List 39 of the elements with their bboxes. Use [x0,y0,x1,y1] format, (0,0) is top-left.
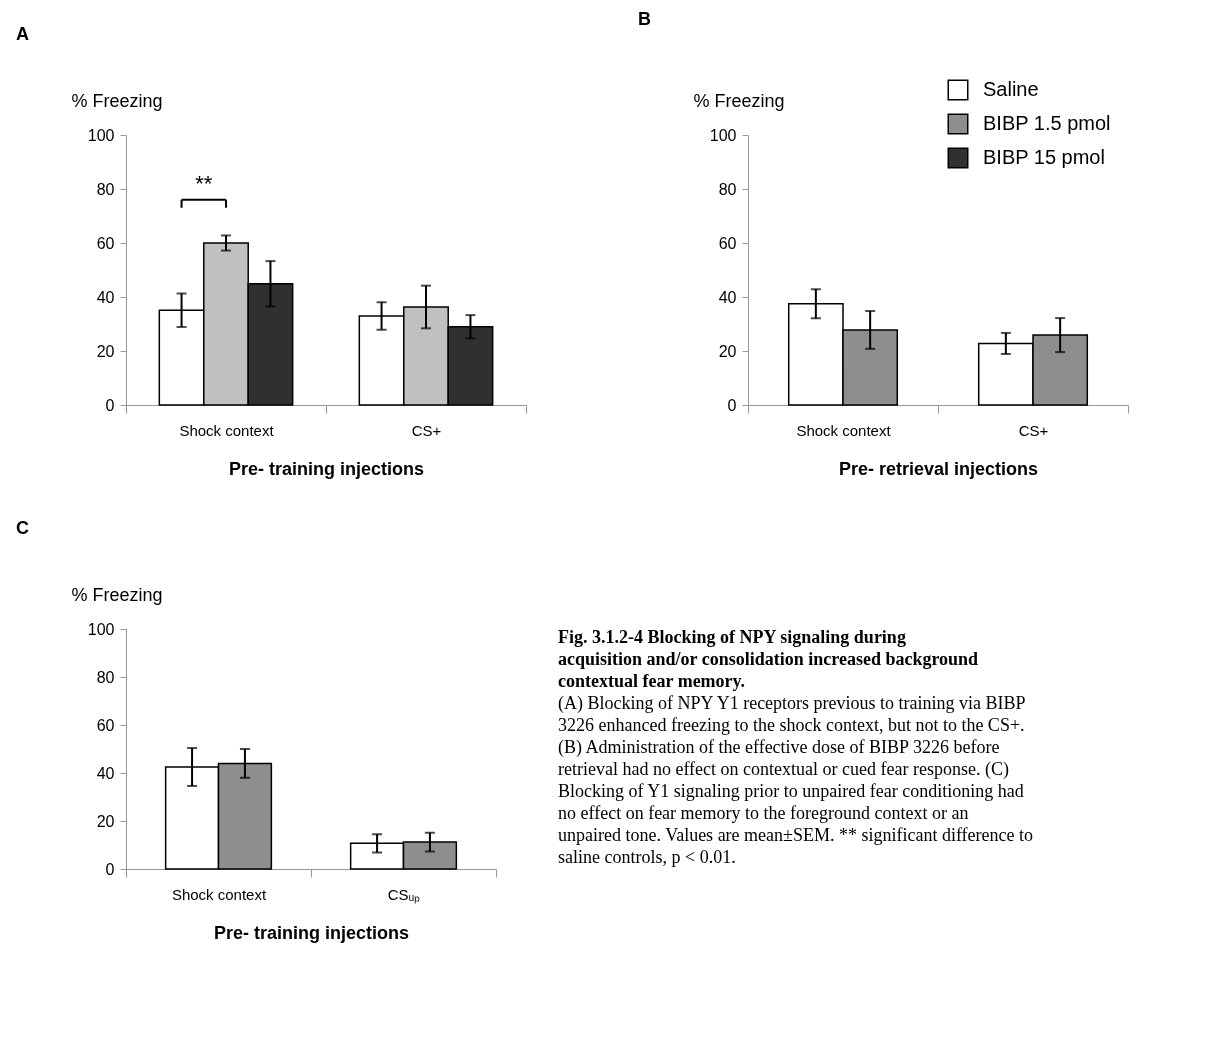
annotation: ** [195,170,213,196]
y-tick-label: 0 [105,396,115,414]
y-axis-title: % Freezing [693,90,785,111]
x-tick-label: Shock context [179,421,275,439]
x-tick-label: Shock context [171,885,267,903]
legend-label: BIBP 1.5 pmol [983,112,1111,134]
x-tick-label: CSᵤₚ [387,885,421,904]
legend-label: Saline [983,78,1039,100]
text: Fig. 3.1.2-4 Blocking of NPY signaling during acquisition and/or consolidation increased background contextual fear memory. [558,627,979,691]
x-axis-title: Pre- training injections [213,922,410,943]
y-tick-label: 60 [96,234,115,252]
chart-title: C [16,518,29,538]
y-tick-label: 40 [96,288,115,306]
y-tick-label: 60 [96,716,115,734]
x-tick-label: Shock context [796,421,892,439]
x-axis-title: Pre- training injections [228,458,425,479]
y-tick-label: 20 [96,342,115,360]
chart-title: B [638,9,651,30]
y-tick-label: 100 [87,620,115,638]
y-tick-label: 40 [96,764,115,782]
y-tick-label: 60 [718,234,737,252]
y-tick-label: 0 [105,860,115,878]
x-axis-title: Pre- retrieval injections [838,458,1039,479]
y-tick-label: 40 [718,288,737,306]
y-tick-label: 80 [718,180,737,198]
chart-title: A [16,24,29,44]
y-tick-label: 80 [96,668,115,686]
y-axis-title: % Freezing [71,584,163,605]
y-tick-label: 20 [718,342,737,360]
y-tick-label: 100 [709,126,737,144]
x-tick-label: CS+ [411,421,442,439]
y-axis-title: % Freezing [71,90,163,111]
y-tick-label: 100 [87,126,115,144]
x-tick-label: CS+ [1018,421,1049,439]
y-tick-label: 80 [96,180,115,198]
y-tick-label: 0 [727,396,737,414]
y-tick-label: 20 [96,812,115,830]
text: (A) Blocking of NPY Y1 receptors previous to training via BIBP 3226 enhanced freezing to the shock context, but not to the CS+. (B) Administration of the effective dose of BIBP 3226 before retrieval had no effect on contextual or cued fear response. (C) Blocking of Y1 signaling prior to unpaired fear conditioning had no effect on fear memory to the foreground context or an unpaired tone. Values are mean±SEM. ** significant difference to saline controls, p < 0.01. [558,693,1034,867]
legend-label: BIBP 15 pmol [983,146,1105,168]
